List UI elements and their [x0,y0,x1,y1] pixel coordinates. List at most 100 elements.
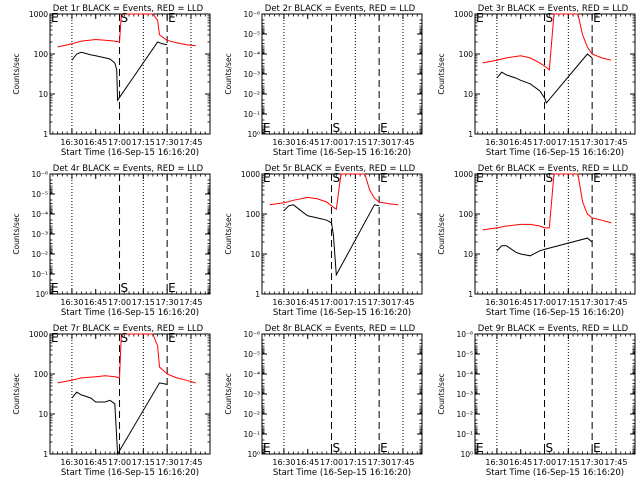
y-tick-label: 10 [250,250,260,259]
x-tick-label: 17:30 [581,458,604,467]
x-tick-label: 17:30 [368,298,391,307]
panel-title: Det 6r BLACK = Events, RED = LLD [478,164,629,174]
marker-e: E [593,11,601,25]
marker-e-left: E [263,121,271,135]
y-tick-label: 10 [463,90,473,99]
y-tick-label: 1000 [29,330,48,339]
y-tick-label: 10⁻³ [243,70,260,79]
x-tick-label: 17:15 [557,298,580,307]
x-tick-label: 16:45 [84,458,107,467]
x-tick-label: 17:00 [320,298,343,307]
x-tick-label: 17:30 [156,138,179,147]
x-tick-label: 17:15 [344,458,367,467]
marker-s: S [546,441,554,455]
plot-frame [49,333,211,455]
x-tick-label: 17:00 [108,138,131,147]
x-axis-label: Start Time (16-Sep-15 16:16:20) [61,308,199,318]
x-tick-label: 17:00 [533,458,556,467]
y-tick-label: 10⁻¹ [456,430,473,439]
x-tick-label: 17:45 [604,458,627,467]
y-tick-label: 10⁻⁶ [31,170,48,179]
y-axis-label: Counts/sec [12,373,21,414]
x-axis-label: Start Time (16-Sep-15 16:16:20) [486,468,624,478]
marker-e-left: E [51,11,59,25]
x-tick-label: 17:45 [604,298,627,307]
panel-title: Det 8r BLACK = Events, RED = LLD [265,324,416,334]
y-tick-label: 100 [459,50,474,59]
panel-title: Det 4r BLACK = Events, RED = LLD [53,164,204,174]
marker-e-left: E [263,171,271,185]
plot-frame [474,13,636,135]
series-events [71,41,168,102]
series-events [496,237,593,257]
y-axis-label: Counts/sec [437,53,446,94]
panel-det-6: Det 6r BLACK = Events, RED = LLD 1 10 100 10… [437,164,636,318]
y-tick-label: 1 [255,290,260,299]
x-tick-label: 17:15 [132,458,155,467]
y-tick-label: 10⁻⁴ [31,210,48,219]
x-tick-label: 17:45 [179,138,202,147]
y-tick-label: 100 [459,210,474,219]
x-tick-label: 17:00 [320,458,343,467]
x-axis-label: Start Time (16-Sep-15 16:16:20) [61,468,199,478]
marker-e: E [593,171,601,185]
marker-s: S [121,281,129,295]
panel-title: Det 7r BLACK = Events, RED = LLD [53,324,204,334]
marker-e: E [593,441,601,455]
y-tick-label: 10⁰ [247,450,260,459]
x-tick-label: 17:15 [132,298,155,307]
x-tick-label: 16:30 [485,458,508,467]
panel-det-1: Det 1r BLACK = Events, RED = LLD 1 10 100 10… [12,4,211,158]
y-tick-label: 10⁻⁴ [243,50,260,59]
x-tick-label: 17:45 [179,458,202,467]
panel-title: Det 5r BLACK = Events, RED = LLD [265,164,416,174]
y-tick-label: 10⁻⁵ [243,350,260,359]
plot-frame [474,173,636,295]
plot-frame [261,173,423,295]
x-tick-label: 16:45 [296,138,319,147]
y-tick-label: 1 [43,130,48,139]
x-axis-label: Start Time (16-Sep-15 16:16:20) [273,308,411,318]
plot-frame [474,333,636,455]
x-tick-label: 16:45 [296,298,319,307]
x-tick-label: 16:30 [272,458,295,467]
x-tick-label: 16:45 [509,298,532,307]
y-tick-label: 10⁻⁶ [243,10,260,19]
x-axis-label: Start Time (16-Sep-15 16:16:20) [273,468,411,478]
panel-title: Det 3r BLACK = Events, RED = LLD [478,4,629,14]
marker-e-left: E [51,331,59,345]
panel-det-9: Det 9r BLACK = Events, RED = LLD 10⁰ 10⁻¹ 1… [437,324,636,478]
marker-e-left: E [263,441,271,455]
y-axis-label: Counts/sec [224,213,233,254]
x-tick-label: 17:30 [581,298,604,307]
panel-title: Det 2r BLACK = Events, RED = LLD [265,4,416,14]
x-tick-label: 17:00 [320,138,343,147]
y-tick-label: 100 [34,50,49,59]
y-tick-label: 10⁻⁴ [456,370,473,379]
x-tick-label: 17:30 [156,298,179,307]
y-tick-label: 100 [246,210,261,219]
y-tick-label: 10 [463,250,473,259]
x-tick-label: 16:30 [60,458,83,467]
series-lld [482,173,612,231]
x-tick-label: 17:30 [368,138,391,147]
marker-e: E [168,331,176,345]
x-tick-label: 17:15 [344,138,367,147]
x-tick-label: 17:45 [391,298,414,307]
marker-s: S [121,11,129,25]
y-tick-label: 10⁻⁵ [243,30,260,39]
x-tick-label: 17:00 [108,298,131,307]
x-tick-label: 17:00 [533,298,556,307]
panel-det-3: Det 3r BLACK = Events, RED = LLD 1 10 100 10… [437,4,636,158]
x-tick-label: 16:45 [84,138,107,147]
plot-frame [261,333,423,455]
y-tick-label: 10⁻¹ [31,270,48,279]
y-tick-label: 1 [468,290,473,299]
marker-s: S [546,11,554,25]
marker-s: S [121,331,129,345]
x-tick-label: 17:15 [132,138,155,147]
x-tick-label: 17:45 [604,138,627,147]
series-events [283,204,380,277]
panel-title: Det 1r BLACK = Events, RED = LLD [53,4,204,14]
x-tick-label: 17:30 [156,458,179,467]
